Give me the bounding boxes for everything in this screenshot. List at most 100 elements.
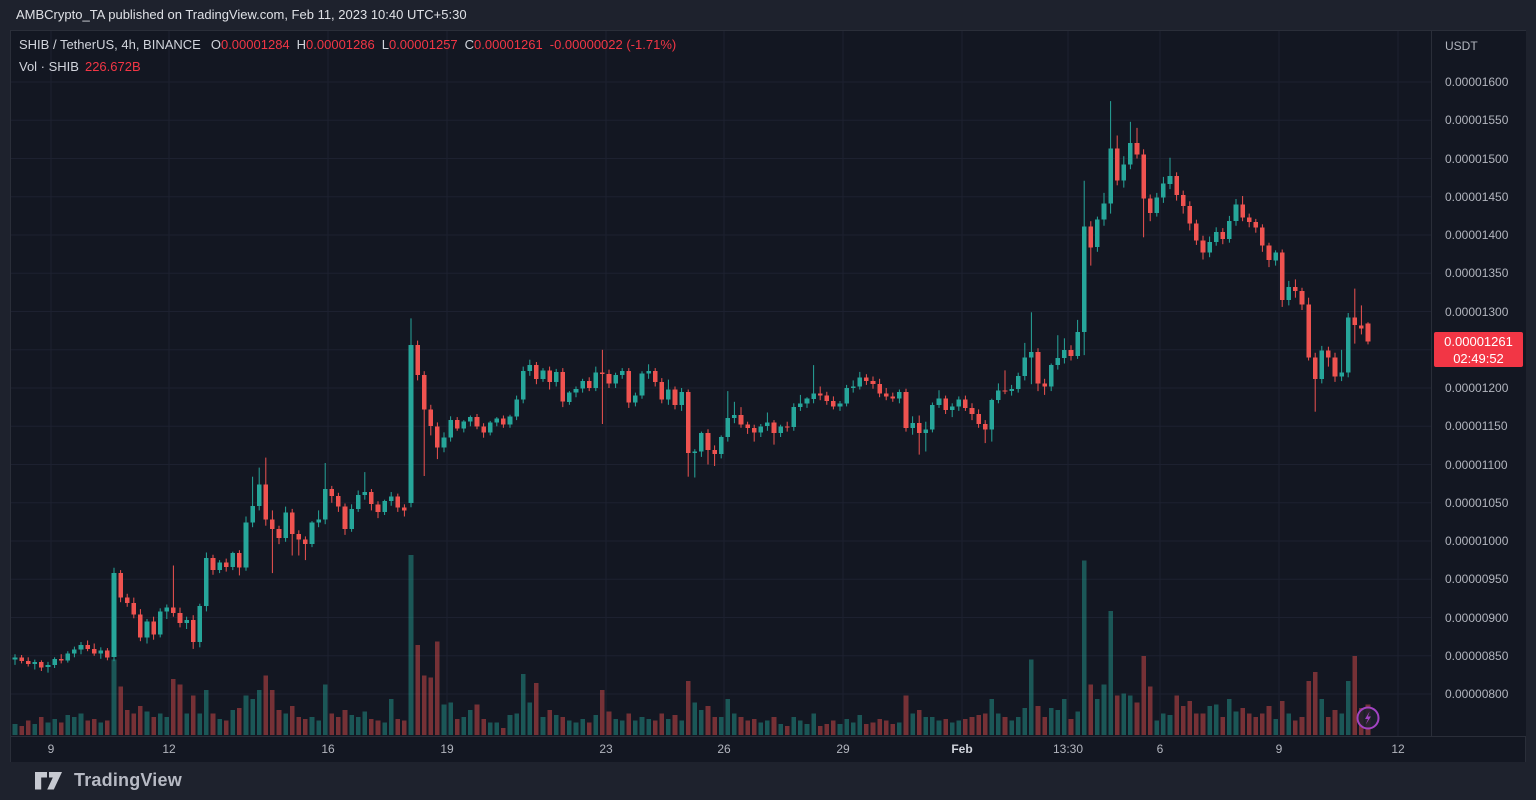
candle-body xyxy=(897,391,902,399)
volume-bar xyxy=(778,724,783,735)
candle-body xyxy=(144,621,150,638)
volume-bar xyxy=(804,724,810,735)
candle-body xyxy=(1194,223,1199,241)
volume-bar xyxy=(1240,708,1245,735)
volume-bar xyxy=(996,713,1001,735)
candle-body xyxy=(1213,231,1219,242)
volume-bar xyxy=(52,718,57,735)
bottom-bar: TradingView xyxy=(0,762,1536,800)
volume-bar xyxy=(639,717,645,735)
candle-body xyxy=(276,528,282,538)
price-tick-label: 0.00001100 xyxy=(1445,457,1508,472)
candle-body xyxy=(1108,148,1113,204)
candle-body xyxy=(270,519,275,529)
volume-bar xyxy=(811,713,816,735)
candle-body xyxy=(1114,148,1120,181)
volume-bar xyxy=(718,717,724,735)
volume-bar xyxy=(1207,706,1212,735)
volume-bar xyxy=(699,709,704,735)
volume-bar xyxy=(1167,715,1173,735)
volume-bar xyxy=(547,709,552,735)
volume-bar xyxy=(111,659,117,735)
volume-legend: Vol · SHIB 226.672B xyxy=(19,59,141,74)
volume-bar xyxy=(336,717,341,735)
time-axis[interactable]: 9 12 16 19 23 26 29 Feb 13:30 6 9 12 xyxy=(11,736,1525,762)
candle-body xyxy=(844,388,849,404)
candle-body xyxy=(1088,226,1094,248)
tradingview-mark-icon xyxy=(35,771,62,789)
candle-body xyxy=(936,398,942,405)
volume-bar xyxy=(1147,686,1153,735)
candle-body xyxy=(831,401,836,407)
candle-body xyxy=(824,395,830,401)
volume-bar xyxy=(1048,708,1054,735)
volume-bar xyxy=(666,718,671,735)
candle-body xyxy=(32,661,38,665)
volume-bar xyxy=(309,717,315,735)
volume-bar xyxy=(1029,659,1034,735)
volume-bar xyxy=(1233,711,1239,735)
candle-body xyxy=(355,495,361,509)
ohlc-item: C0.00001261 xyxy=(464,37,543,52)
candle-body xyxy=(435,426,440,448)
candle-body xyxy=(217,562,222,570)
volume-bar xyxy=(12,724,18,735)
candle-body xyxy=(52,658,57,665)
time-tick-label: 6 xyxy=(1156,742,1164,756)
candle-body xyxy=(791,407,797,427)
boost-button[interactable] xyxy=(1355,705,1381,731)
volume-bar xyxy=(494,722,500,735)
time-tick-label: 29 xyxy=(836,742,850,756)
candle-body xyxy=(890,396,896,399)
candle-body xyxy=(1147,198,1153,213)
candle-body xyxy=(1101,203,1107,220)
candle-body xyxy=(850,386,856,388)
candle-body xyxy=(441,437,447,448)
candle-body xyxy=(461,421,467,429)
ohlc-values: O0.00001284 H0.00001286 L0.00001257 C0.0000… xyxy=(211,37,550,52)
volume-bar xyxy=(474,704,480,735)
candlestick-chart[interactable] xyxy=(11,31,1431,736)
candle-body xyxy=(1200,240,1206,253)
volume-bar xyxy=(1121,693,1127,735)
volume-bar xyxy=(1266,706,1272,735)
price-tick-label: 0.00000850 xyxy=(1445,648,1509,663)
volume-bar xyxy=(1286,713,1292,735)
price-tick-label: 0.00001200 xyxy=(1445,381,1509,395)
candle-body xyxy=(771,422,777,434)
price-chart-pane[interactable]: SHIB / TetherUS, 4h, BINANCE O0.00001284 H… xyxy=(11,31,1431,736)
volume-bar xyxy=(1081,560,1087,735)
candle-body xyxy=(329,489,335,496)
candle-body xyxy=(1180,195,1186,206)
candle-body xyxy=(1312,357,1318,379)
candle-body xyxy=(817,393,823,396)
candle-body xyxy=(692,451,698,453)
volume-bar xyxy=(817,726,823,735)
tradingview-logo[interactable]: TradingView xyxy=(35,770,182,791)
volume-bar xyxy=(1293,720,1298,735)
time-tick-label: 19 xyxy=(440,742,454,756)
candle-body xyxy=(316,519,321,523)
volume-bar xyxy=(633,720,638,735)
candle-body xyxy=(388,496,394,502)
volume-bar xyxy=(91,718,97,735)
volume-bar xyxy=(342,709,348,735)
volume-bar xyxy=(1062,699,1067,735)
volume-bar xyxy=(131,713,137,735)
candle-body xyxy=(25,661,31,665)
volume-bar xyxy=(217,718,222,735)
candle-body xyxy=(1042,383,1047,387)
price-tick-label: 0.00001600 xyxy=(1445,75,1509,89)
volume-bar xyxy=(223,720,229,735)
candle-body xyxy=(903,391,909,428)
candle-body xyxy=(303,539,308,545)
price-tick-label: 0.00001050 xyxy=(1445,495,1509,510)
volume-bar xyxy=(157,713,163,735)
candle-body xyxy=(1075,332,1080,356)
volume-bar xyxy=(1260,713,1265,735)
price-axis[interactable]: USDT 0.00001600 0.00001550 0.00001500 0.000… xyxy=(1431,31,1526,736)
candle-body xyxy=(982,424,988,430)
time-tick-label: 16 xyxy=(321,742,335,756)
candle-body xyxy=(751,427,757,433)
candle-body xyxy=(930,404,935,430)
